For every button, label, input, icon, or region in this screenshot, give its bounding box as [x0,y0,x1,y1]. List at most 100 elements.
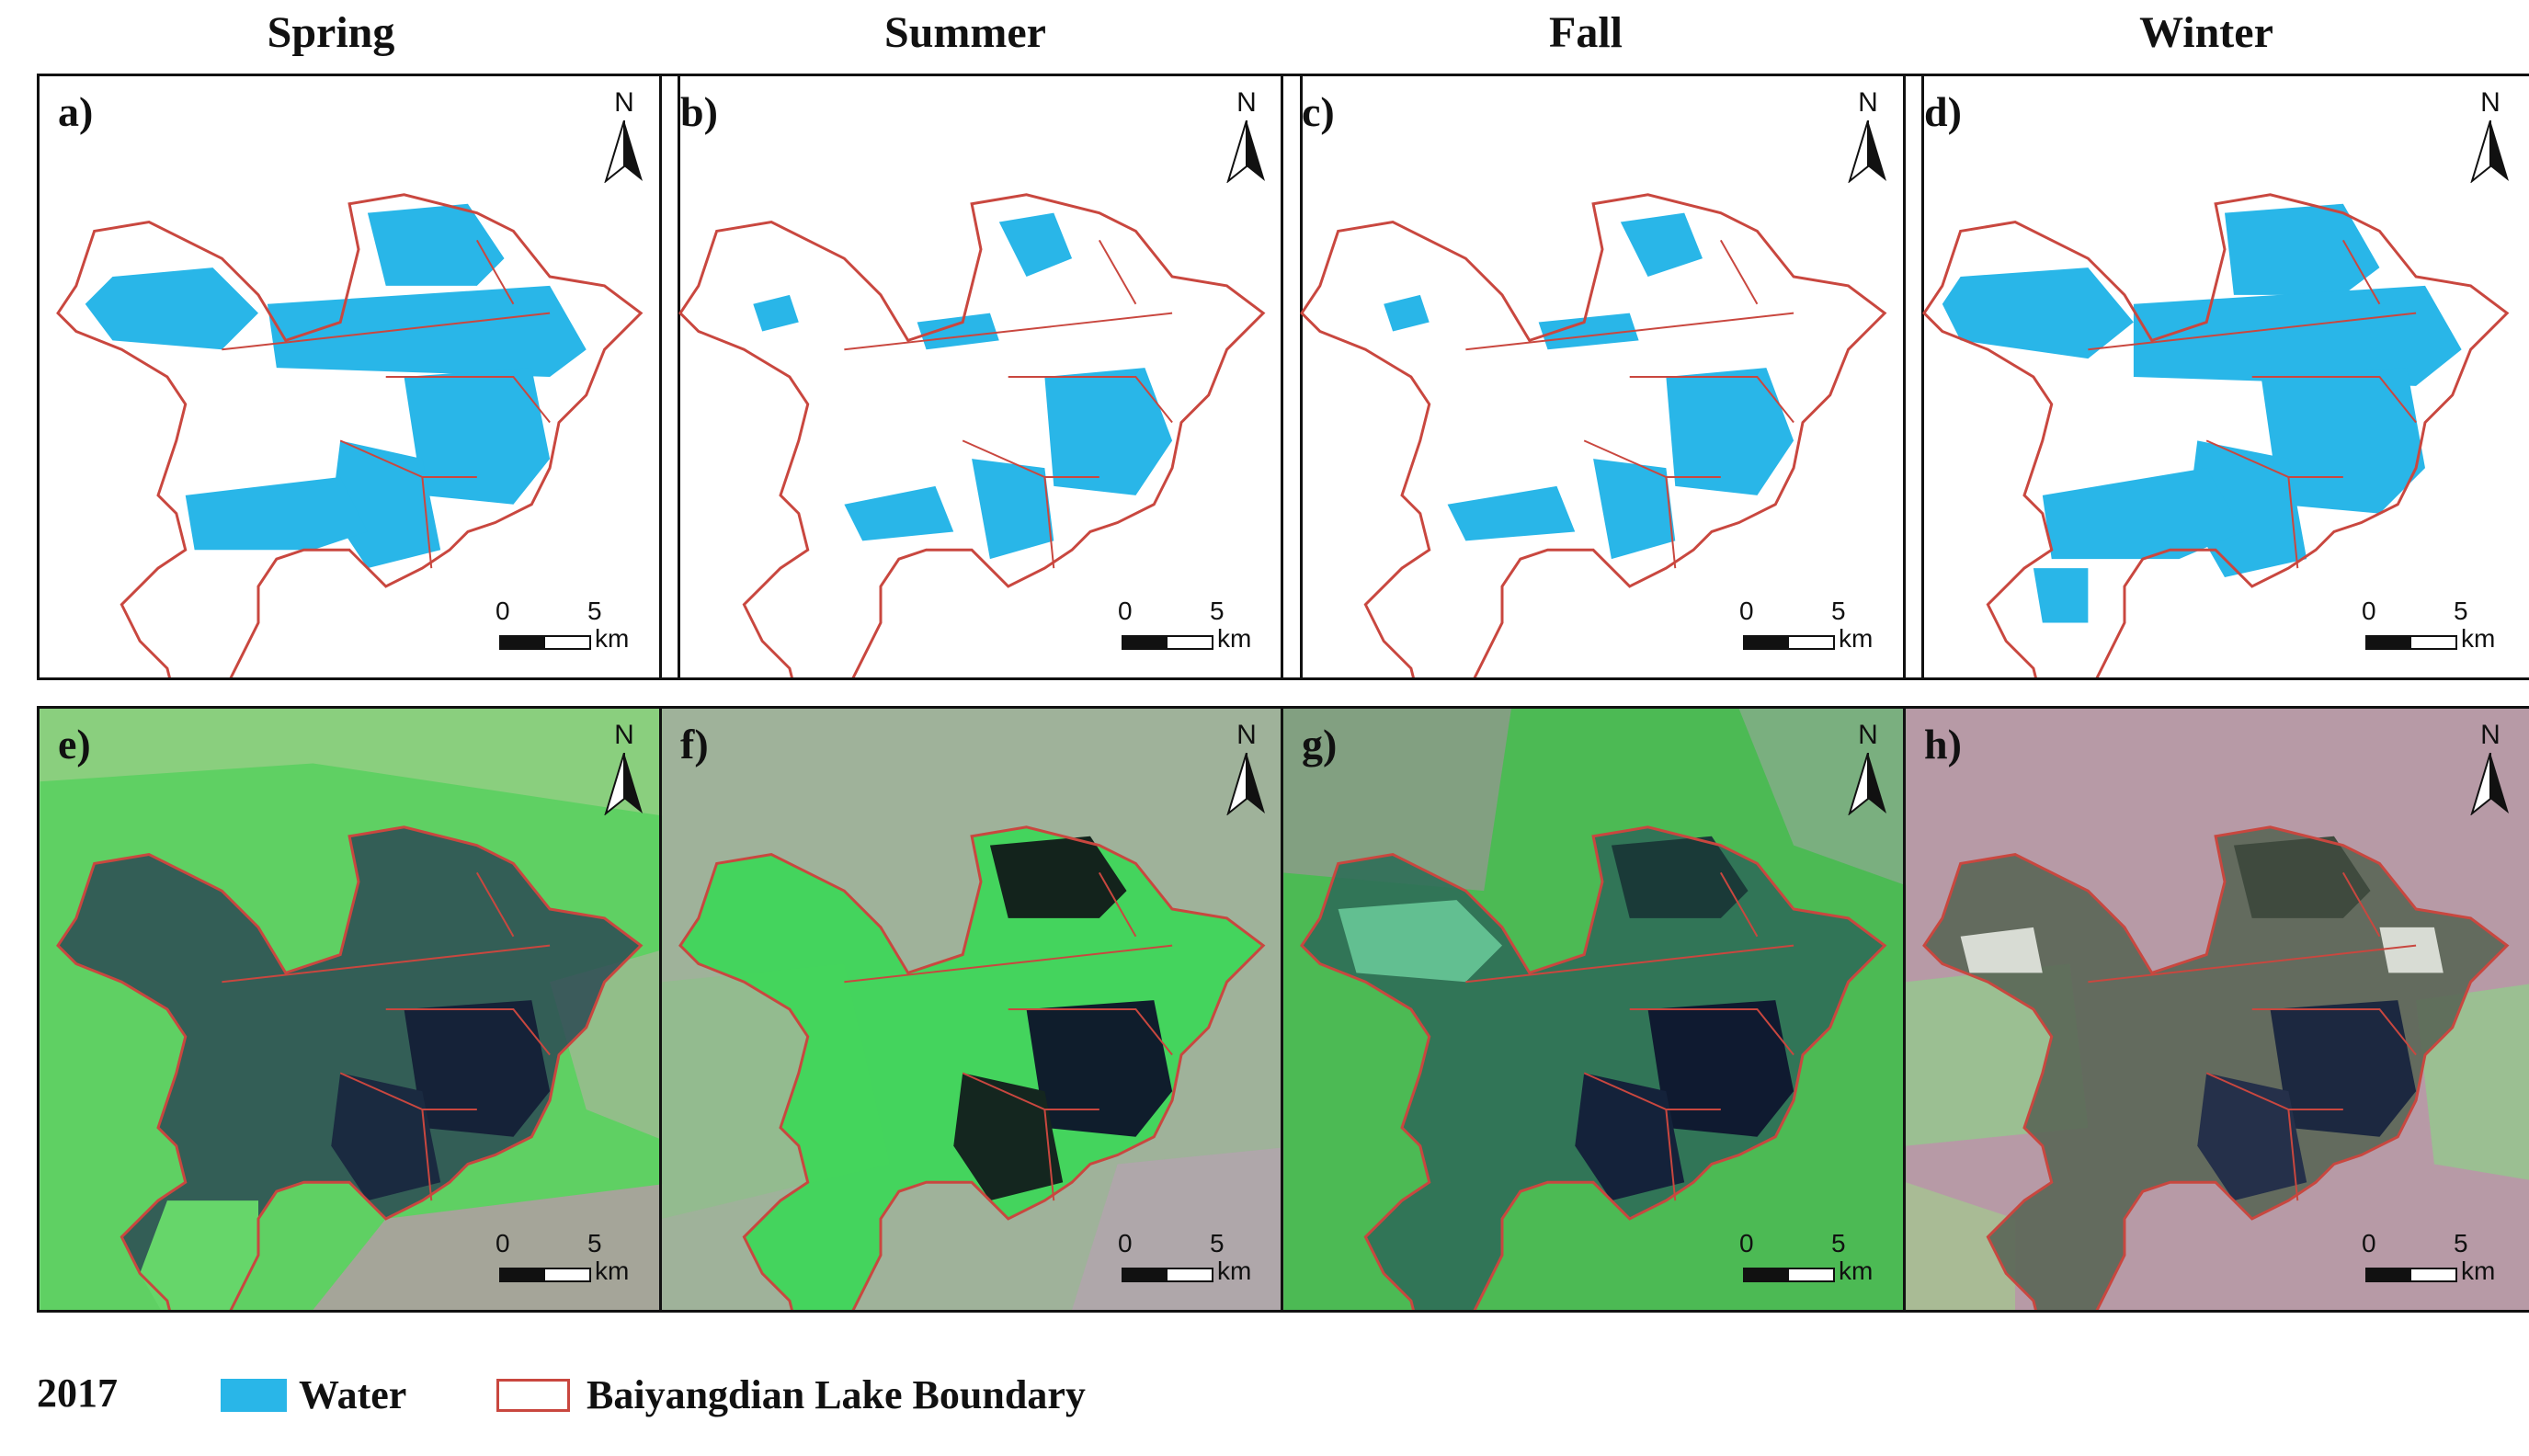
north-letter: N [1858,87,1878,118]
water-map-spring [56,193,643,677]
scale-end: 5 [1831,597,1846,625]
north-arrow: N [2463,87,2518,188]
panel-label: a) [58,88,94,135]
north-arrow-icon [2470,120,2509,183]
water-area [753,212,1173,560]
legend-boundary-label: Baiyangdian Lake Boundary [587,1372,1086,1417]
north-arrow-icon [2470,753,2509,815]
scale-end: 5 [587,1229,602,1257]
scale-bar-graphic [499,635,591,650]
scale-unit: km [1839,624,1874,653]
north-arrow-icon [1226,120,1265,183]
north-arrow: N [1219,87,1274,188]
scale-bar: 0 5 km [2362,1229,2518,1293]
satellite-panel-winter: h) N 0 5 km [1903,706,2529,1313]
scale-start: 0 [1118,597,1133,625]
legend-year: 2017 [37,1371,118,1416]
north-arrow-icon [1226,753,1265,815]
scale-start: 0 [496,1229,510,1257]
scale-unit: km [595,624,630,653]
scale-bar-graphic [2365,1268,2457,1282]
north-arrow: N [597,87,652,188]
satellite-panel-spring: e) N 0 5 km [37,706,680,1313]
scale-start: 0 [1739,597,1754,625]
north-arrow: N [597,720,652,821]
scale-bar-graphic [1122,635,1213,650]
scale-bar-graphic [1743,1268,1835,1282]
satellite-image-winter [1906,709,2529,1310]
water-area [85,203,587,569]
north-letter: N [2480,720,2501,750]
water-map-summer [678,193,1265,677]
scale-start: 0 [2362,597,2376,625]
scale-end: 5 [1210,1229,1225,1257]
north-arrow: N [1840,87,1896,188]
panel-label: h) [1924,721,1962,768]
water-map-panel-summer: b) N 0 5 km [659,74,1303,680]
north-arrow: N [1840,720,1896,821]
panel-label: d) [1924,88,1962,135]
scale-unit: km [1217,1257,1252,1285]
north-letter: N [614,87,634,118]
scale-end: 5 [1210,597,1225,625]
satellite-panel-summer: f) N 0 5 km [659,706,1303,1313]
scale-unit: km [1839,1257,1874,1285]
north-letter: N [614,720,634,750]
north-letter: N [2480,87,2501,118]
north-arrow-icon [604,753,643,815]
scale-unit: km [595,1257,630,1285]
scale-bar: 0 5 km [2362,597,2518,661]
season-title-summer: Summer [884,8,1046,57]
north-arrow: N [1219,720,1274,821]
scale-bar: 0 5 km [496,597,652,661]
satellite-image-summer [662,709,1300,1310]
legend-water-label: Water [299,1372,407,1417]
water-area [1942,203,2462,623]
scale-bar: 0 5 km [1118,1229,1274,1293]
water-map-winter [1922,193,2509,677]
scale-start: 0 [2362,1229,2376,1257]
water-swatch [221,1379,287,1412]
north-arrow: N [2463,720,2518,821]
panel-label: f) [680,721,709,768]
north-arrow-icon [1848,120,1886,183]
north-arrow-icon [1848,753,1886,815]
water-area [1384,212,1794,560]
scale-start: 0 [496,597,510,625]
water-map-fall [1300,193,1886,677]
panel-label: g) [1302,721,1338,768]
north-letter: N [1236,720,1257,750]
water-map-panel-spring: a) N 0 5 km [37,74,680,680]
scale-bar-graphic [1122,1268,1213,1282]
scale-end: 5 [1831,1229,1846,1257]
panel-label: c) [1302,88,1335,135]
panel-label: b) [680,88,718,135]
satellite-image-fall [1283,709,1921,1310]
scale-end: 5 [587,597,602,625]
north-letter: N [1236,87,1257,118]
scale-end: 5 [2454,597,2468,625]
scale-bar-graphic [2365,635,2457,650]
satellite-panel-fall: g) N 0 5 km [1281,706,1924,1313]
water-map-panel-winter: d) N 0 5 km [1903,74,2529,680]
water-map-panel-fall: c) N 0 5 km [1281,74,1924,680]
scale-unit: km [1217,624,1252,653]
north-arrow-icon [604,120,643,183]
scale-bar-graphic [499,1268,591,1282]
season-title-fall: Fall [1549,8,1623,57]
legend: 2017 Water Baiyangdian Lake Boundary [37,1370,1324,1425]
scale-bar: 0 5 km [1118,597,1274,661]
scale-bar: 0 5 km [1739,597,1896,661]
scale-unit: km [2461,1257,2496,1285]
boundary-swatch [496,1379,570,1412]
scale-bar: 0 5 km [496,1229,652,1293]
scale-bar: 0 5 km [1739,1229,1896,1293]
season-title-winter: Winter [2139,8,2273,57]
satellite-image-spring [40,709,678,1310]
panel-label: e) [58,721,91,768]
north-letter: N [1858,720,1878,750]
scale-end: 5 [2454,1229,2468,1257]
scale-start: 0 [1118,1229,1133,1257]
scale-start: 0 [1739,1229,1754,1257]
scale-unit: km [2461,624,2496,653]
